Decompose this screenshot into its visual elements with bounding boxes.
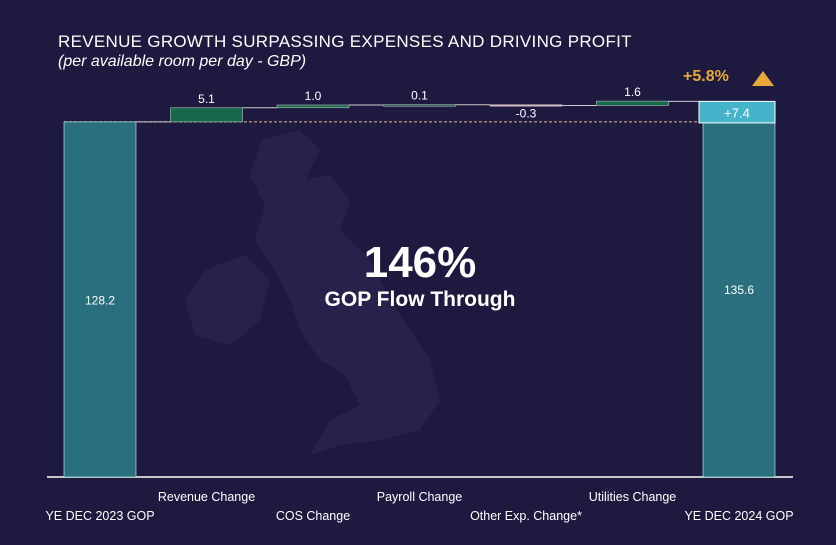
- data-label: 1.6: [624, 85, 641, 99]
- flow-through-value: 146%: [363, 238, 477, 287]
- bar-1: [170, 107, 243, 123]
- total-change-label: +7.4: [724, 105, 750, 120]
- bar-5: [596, 100, 669, 106]
- data-label: -0.3: [516, 107, 537, 121]
- bar-6: [702, 101, 776, 478]
- x-tick-label: YE DEC 2024 GOP: [684, 509, 793, 523]
- x-tick-label: YE DEC 2023 GOP: [45, 509, 154, 523]
- data-label: 135.6: [724, 283, 754, 297]
- x-tick-label: Payroll Change: [377, 490, 463, 504]
- bar-0: [63, 121, 137, 478]
- data-label: 5.1: [198, 92, 215, 106]
- bar-3: [383, 104, 456, 107]
- x-tick-label: Other Exp. Change*: [470, 509, 582, 523]
- flow-through-label: GOP Flow Through: [324, 288, 516, 311]
- data-label: 128.2: [85, 293, 115, 307]
- uk-map-silhouette: [185, 130, 440, 455]
- x-tick-label: COS Change: [276, 509, 350, 523]
- x-tick-label: Utilities Change: [589, 490, 677, 504]
- change-percent: +5.8%: [683, 68, 729, 85]
- total-change-segment: [698, 100, 776, 124]
- chart-title: REVENUE GROWTH SURPASSING EXPENSES AND D…: [58, 32, 632, 51]
- up-triangle-icon: [752, 71, 774, 86]
- x-tick-label: Revenue Change: [158, 490, 255, 504]
- chart-subtitle: (per available room per day - GBP): [58, 53, 307, 70]
- bar-2: [276, 104, 350, 109]
- data-label: 1.0: [305, 89, 322, 103]
- data-label: 0.1: [411, 89, 428, 103]
